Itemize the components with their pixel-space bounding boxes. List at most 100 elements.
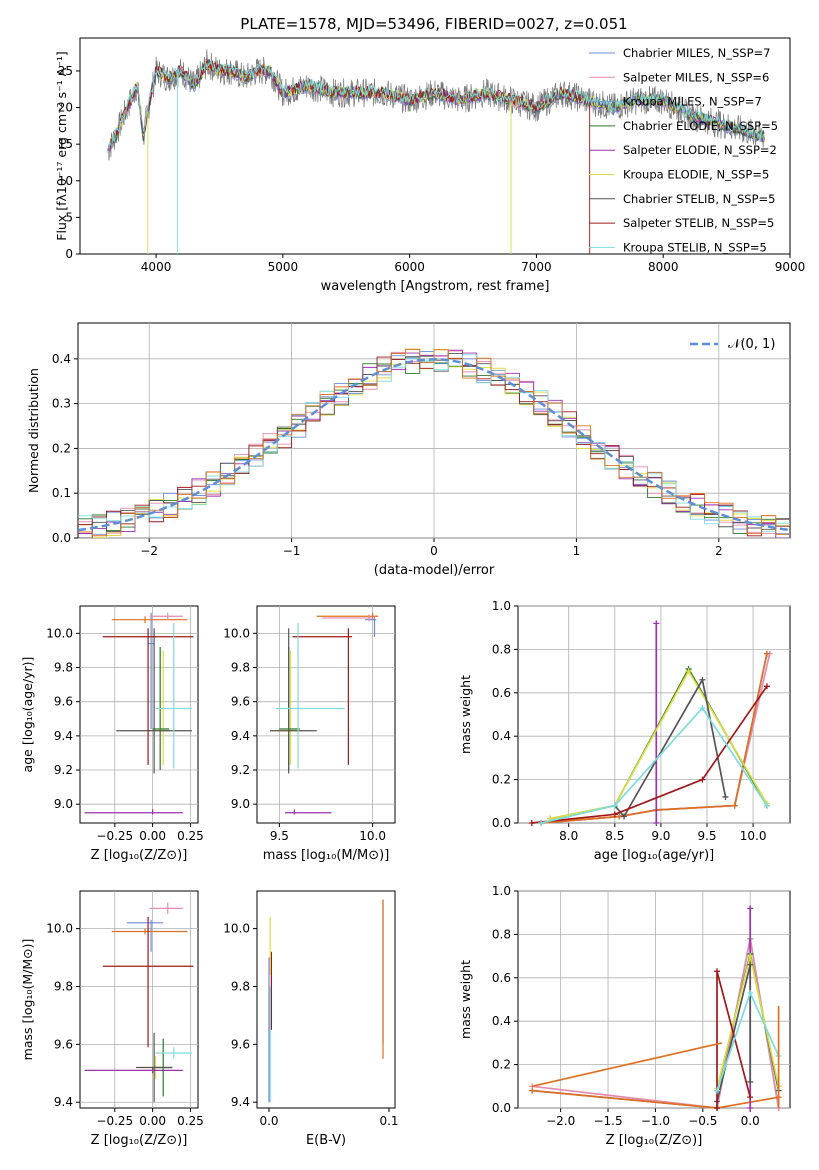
y-tick-label: 10.0 — [46, 626, 73, 640]
y-axis-label: age [log₁₀(age/yr)] — [20, 657, 35, 773]
y-tick-label: 0.2 — [492, 1058, 511, 1072]
x-tick-label: 8000 — [648, 260, 679, 274]
plot-frame — [79, 605, 199, 824]
mass-weight-series — [541, 653, 768, 824]
y-tick-label: 0 — [65, 247, 73, 261]
y-tick-label: 0.6 — [492, 971, 511, 985]
x-tick-label: 9.5 — [697, 829, 716, 843]
data-point-marker — [763, 650, 770, 657]
data-point-marker — [611, 811, 618, 818]
x-tick-label: 0.00 — [139, 1114, 166, 1128]
y-tick-label: 0.0 — [492, 1101, 511, 1115]
y-axis-label: mass weight — [458, 675, 473, 754]
y-tick-label: 9.4 — [231, 1095, 250, 1109]
mass-vs-metallicity-panel: −0.25 0.00 0.25 9.4 9.6 9.8 10.0 Z [log₁₀(Z/Z⊙)… — [20, 890, 204, 1148]
y-tick-label: 0.4 — [52, 352, 71, 366]
x-axis-label: wavelength [Angstrom, rest frame] — [321, 279, 550, 294]
mass-weight-vs-age-panel: 8.0 8.5 9.0 9.5 10.0 0.0 0.2 0.4 0.6 0.8 1.0 age [l… — [458, 599, 791, 863]
y-tick-label: 9.6 — [231, 1037, 250, 1051]
y-tick-label: 0.4 — [492, 1014, 511, 1028]
y-axis-label: mass [log₁₀(M/M⊙)] — [20, 939, 35, 1061]
legend-label: Chabrier STELIB, N_SSP=5 — [623, 192, 775, 206]
y-tick-label: 5 — [65, 210, 73, 224]
error-bars — [84, 902, 194, 1103]
mass-weight-series — [540, 706, 768, 824]
age-vs-metallicity-panel: −0.25 0.00 0.25 9.0 9.2 9.4 9.6 9.8 10.0 Z [log₁₀… — [20, 605, 204, 863]
data-point-marker — [685, 668, 692, 675]
plot-frame — [79, 890, 199, 1109]
y-tick-label: 25 — [58, 64, 73, 78]
x-tick-label: 8.5 — [605, 829, 624, 843]
histogram-series — [78, 348, 790, 537]
age-vs-mass-panel: 9.5 10.0 9.0 9.2 9.4 9.6 9.8 10.0 mass [log₁₀(M/… — [223, 605, 396, 863]
y-tick-label: 0.2 — [52, 441, 71, 455]
plot-frame — [79, 37, 791, 255]
y-tick-label: 9.6 — [54, 1037, 73, 1051]
legend-label: Salpeter STELIB, N_SSP=5 — [623, 216, 774, 230]
y-tick-label: 20 — [58, 101, 73, 115]
data-point-marker — [747, 989, 754, 996]
residual-histogram-panel: −2 −1 0 1 2 0.0 0.1 0.2 0.3 0.4 (data-model)/error… — [26, 322, 791, 578]
y-tick-label: 0.4 — [492, 729, 511, 743]
x-tick-label: 0.25 — [177, 1114, 204, 1128]
data-point-marker — [714, 1087, 721, 1094]
legend-label: Salpeter ELODIE, N_SSP=2 — [623, 143, 777, 157]
y-tick-label: 0.8 — [492, 927, 511, 941]
plot-frame — [517, 605, 791, 824]
data-point-marker — [747, 1105, 754, 1111]
y-tick-label: 0.2 — [492, 773, 511, 787]
error-bars — [84, 612, 194, 815]
x-tick-label: 0.00 — [139, 829, 166, 843]
legend-label: Kroupa ELODIE, N_SSP=5 — [623, 168, 769, 182]
spectrum-lines — [107, 49, 765, 254]
x-tick-label: −2.0 — [546, 1114, 575, 1128]
y-tick-label: 9.8 — [231, 979, 250, 993]
x-tick-label: 5000 — [268, 260, 299, 274]
data-point-marker — [714, 1105, 721, 1111]
data-point-marker — [747, 1094, 754, 1101]
data-point-marker — [653, 820, 660, 826]
x-tick-label: 0.0 — [741, 1114, 760, 1128]
data-point-marker — [722, 793, 729, 800]
x-tick-label: −1.5 — [593, 1114, 622, 1128]
x-tick-label: 2 — [715, 544, 723, 558]
data-point-marker — [747, 961, 754, 968]
legend-label: 𝒩(0, 1) — [728, 337, 775, 352]
model-spectrum-line — [107, 59, 765, 154]
x-tick-label: −0.25 — [96, 1114, 133, 1128]
x-axis-label: mass [log₁₀(M/M⊙)] — [263, 848, 390, 863]
y-tick-label: 10.0 — [46, 922, 73, 936]
y-tick-label: 0.3 — [52, 397, 71, 411]
x-tick-label: 4000 — [141, 260, 172, 274]
histogram-series — [78, 354, 790, 533]
y-tick-label: 9.4 — [54, 729, 73, 743]
x-tick-label: 6000 — [394, 260, 425, 274]
legend-label: Kroupa MILES, N_SSP=7 — [623, 95, 762, 109]
y-tick-label: 9.8 — [54, 979, 73, 993]
x-tick-label: 0.25 — [177, 829, 204, 843]
mass-weight-vs-metallicity-panel: −2.0 −1.5 −1.0 −0.5 0.0 0.0 0.2 0.4 0.6 0.8 1.0 Z [… — [458, 884, 791, 1148]
data-point-marker — [699, 704, 706, 711]
error-bars — [268, 899, 384, 1103]
data-point-marker — [747, 1078, 754, 1085]
legend-label: Chabrier MILES, N_SSP=7 — [623, 46, 770, 60]
y-tick-label: 10.0 — [223, 626, 250, 640]
legend-label: Salpeter MILES, N_SSP=6 — [623, 70, 769, 84]
x-tick-label: −2 — [140, 544, 158, 558]
x-tick-label: 1 — [573, 544, 581, 558]
x-axis-label: (data-model)/error — [374, 563, 495, 578]
plot-frame — [256, 890, 396, 1109]
error-bars — [270, 612, 379, 815]
y-tick-label: 9.2 — [54, 763, 73, 777]
data-point-marker — [611, 802, 618, 809]
x-tick-label: 9.0 — [651, 829, 670, 843]
x-tick-label: 0 — [430, 544, 438, 558]
data-point-marker — [621, 813, 628, 820]
y-tick-label: 9.2 — [231, 763, 250, 777]
y-tick-label: 10 — [58, 174, 73, 188]
plot-frame — [517, 890, 791, 1109]
x-axis-label: Z [log₁₀(Z/Z⊙)] — [91, 1133, 188, 1148]
mass-weight-series — [531, 685, 768, 824]
data-point-marker — [747, 905, 754, 912]
